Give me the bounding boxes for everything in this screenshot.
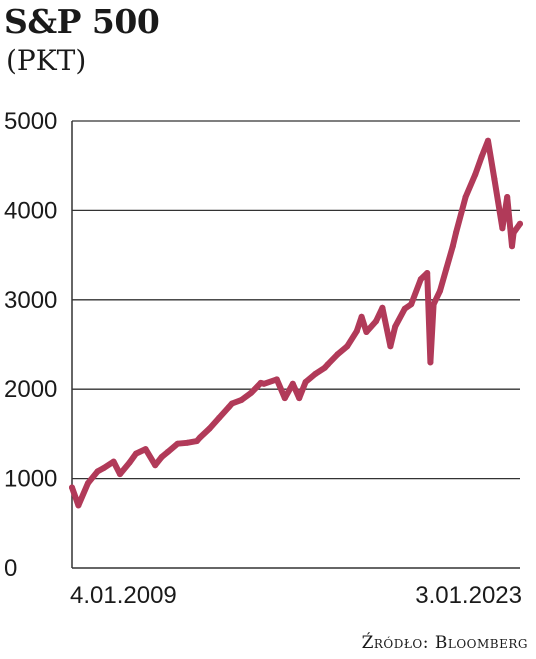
data-point (312, 371, 319, 377)
data-point (165, 448, 171, 455)
data-point (401, 305, 408, 312)
source-label: Źródło: Bloomberg (361, 633, 528, 653)
data-point (363, 329, 370, 335)
data-point (133, 450, 139, 457)
data-point (273, 376, 280, 383)
chart-subtitle: (PKT) (6, 44, 87, 77)
data-point (69, 484, 75, 491)
data-point (142, 446, 149, 453)
data-point (392, 323, 399, 330)
data-point (510, 229, 517, 236)
data-point (289, 380, 296, 387)
data-point (117, 471, 123, 478)
y-tick-label: 4000 (4, 197, 57, 224)
data-point (110, 458, 117, 465)
data-point (417, 276, 424, 283)
data-point (174, 440, 181, 447)
data-point (229, 400, 235, 407)
y-tick-label: 1000 (4, 466, 57, 493)
data-point (427, 359, 434, 366)
chart-title: S&P 500 (4, 2, 160, 41)
data-point (387, 343, 394, 350)
data-point (430, 301, 437, 308)
data-point (94, 468, 101, 475)
data-point (75, 502, 82, 509)
data-point (325, 361, 331, 368)
series-line (69, 137, 523, 509)
data-point (449, 243, 456, 250)
data-point (504, 194, 511, 200)
data-point (296, 395, 303, 402)
data-point (485, 137, 491, 144)
data-point (184, 439, 191, 446)
x-tick-label: 3.01.2023 (415, 582, 522, 609)
data-point (472, 171, 479, 178)
data-point (373, 318, 379, 325)
data-point (85, 480, 91, 487)
data-point (334, 351, 341, 358)
data-point (443, 265, 450, 272)
data-point (126, 459, 133, 466)
data-point (206, 425, 213, 432)
data-point (462, 194, 469, 200)
data-point (101, 464, 107, 471)
y-tick-label: 5000 (4, 108, 57, 135)
data-point (424, 270, 431, 276)
data-point (248, 389, 255, 396)
data-point (302, 379, 309, 385)
data-point (453, 229, 459, 236)
y-tick-label: 3000 (4, 287, 57, 314)
data-point (509, 243, 515, 250)
data-point (344, 343, 351, 350)
data-point (197, 434, 203, 441)
data-point (437, 287, 443, 294)
data-point (261, 380, 267, 387)
x-tick-label: 4.01.2009 (70, 582, 177, 609)
data-point (408, 301, 415, 308)
data-point (358, 313, 365, 320)
data-point (478, 153, 485, 160)
data-point (379, 304, 386, 311)
data-point (499, 225, 506, 232)
y-tick-label: 0 (4, 555, 17, 582)
data-point (152, 462, 159, 469)
data-point (353, 328, 360, 335)
data-point (281, 395, 288, 402)
data-point (491, 176, 498, 183)
data-point (158, 454, 165, 461)
data-point (517, 220, 523, 227)
y-tick-label: 2000 (4, 376, 57, 403)
data-point (216, 414, 223, 421)
data-point (238, 396, 245, 403)
